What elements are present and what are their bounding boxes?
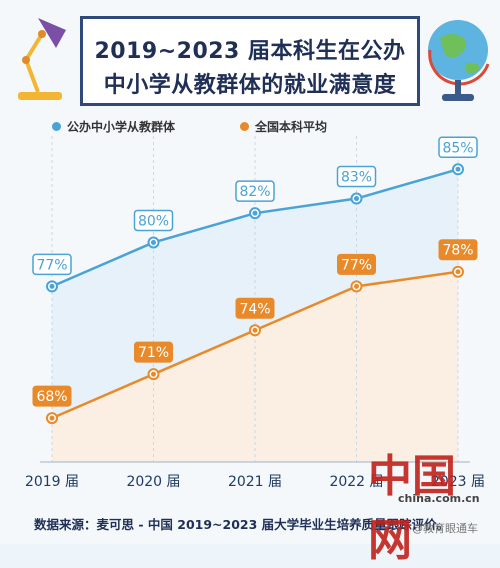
data-label-series2-4: 77% <box>341 257 372 273</box>
data-point-core-series2-1 <box>49 415 55 421</box>
data-point-core-series1-3 <box>252 210 258 216</box>
data-point-core-series1-2 <box>151 239 156 245</box>
globe-icon <box>428 20 490 101</box>
x-tick-label-5: 2023 届 <box>431 474 485 490</box>
x-tick-label-2: 2020 届 <box>126 474 180 490</box>
data-label-box-series1-3 <box>235 180 275 202</box>
data-source-footer: 数据来源：麦可思 - 中国 2019~2023 届大学毕业生培养质量跟踪评价。 <box>0 508 500 538</box>
data-point-core-series2-5 <box>455 269 461 275</box>
data-label-series1-4: 83% <box>341 170 372 186</box>
legend-marker-series1 <box>52 122 61 131</box>
data-point-core-series2-4 <box>354 283 359 289</box>
legend-label-series1: 公办中小学从教群体 <box>67 120 176 134</box>
data-label-box-series2-1 <box>32 385 72 407</box>
legend-label-series2: 全国本科平均 <box>255 120 328 134</box>
data-label-series2-3: 74% <box>239 301 270 317</box>
legend-marker-series2 <box>240 122 249 131</box>
data-point-core-series2-2 <box>151 371 156 377</box>
data-label-series2-2: 71% <box>138 345 169 361</box>
data-label-series1-5: 85% <box>442 140 473 156</box>
data-label-box-series1-4 <box>336 165 377 188</box>
data-label-box-series2-4 <box>337 253 376 275</box>
data-label-series1-2: 80% <box>138 213 169 229</box>
data-source-text: 数据来源：麦可思 - 中国 2019~2023 届大学毕业生培养质量跟踪评价。 <box>34 517 450 532</box>
data-label-box-series1-1 <box>32 253 72 276</box>
data-label-box-series2-5 <box>438 239 478 261</box>
data-label-box-series1-2 <box>133 209 174 232</box>
chart-legend: 公办中小学从教群体 全国本科平均 <box>0 118 500 138</box>
data-point-core-series2-3 <box>252 327 258 333</box>
x-tick-label-3: 2021 届 <box>228 474 282 490</box>
data-label-box-series2-2 <box>134 341 173 363</box>
data-label-box-series1-5 <box>438 136 478 159</box>
legend-item-series1: 公办中小学从教群体 <box>52 118 175 135</box>
line-chart: 77% 80% 82% 83% 85% 68% 71% 74% 77% 78% 2019 届 2020… <box>25 136 485 490</box>
legend-item-series2: 全国本科平均 <box>240 118 327 135</box>
data-point-core-series1-5 <box>455 166 461 172</box>
chart-title-line-2: 中小学从教群体的就业满意度 <box>103 73 397 98</box>
x-tick-label-4: 2022 届 <box>329 474 383 490</box>
data-point-core-series1-4 <box>354 196 359 202</box>
x-tick-label-1: 2019 届 <box>25 474 79 490</box>
data-label-series1-1: 77% <box>36 257 67 273</box>
data-label-series2-5: 78% <box>442 243 473 259</box>
data-label-box-series2-3 <box>235 297 275 319</box>
watermark-tag: @教育眼通车 <box>412 522 478 535</box>
desk-lamp-icon <box>18 18 66 100</box>
chart-title-box: 2019~2023 届本科生在公办 中小学从教群体的就业满意度 <box>80 16 420 106</box>
data-point-core-series1-1 <box>49 283 55 289</box>
data-label-series2-1: 68% <box>36 389 67 405</box>
data-label-series1-3: 82% <box>239 184 270 200</box>
chart-title-line-1: 2019~2023 届本科生在公办 <box>94 39 406 64</box>
